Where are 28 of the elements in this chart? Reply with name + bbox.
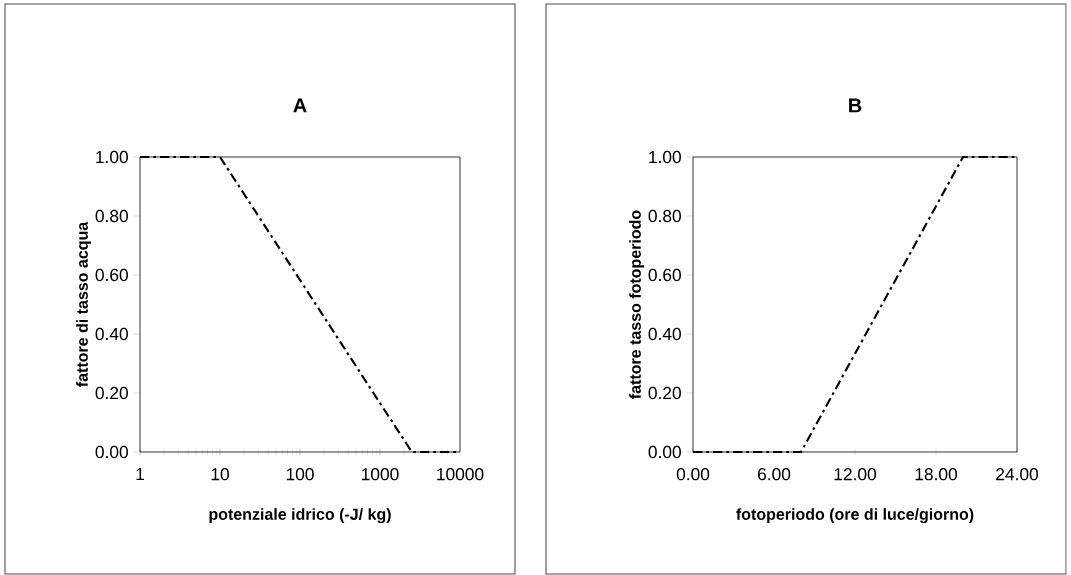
x-tick-label: 10000 xyxy=(437,468,484,481)
y-tick-label: 0.00 xyxy=(648,445,681,459)
y-tick-label: 0.00 xyxy=(95,445,128,459)
y-tick-label: 0.20 xyxy=(95,386,128,400)
x-tick-label: 12.00 xyxy=(834,468,877,481)
x-tick-label: 100 xyxy=(286,468,314,481)
y-axis-title: fattore tasso fotoperiodo xyxy=(629,210,645,399)
y-tick-label: 0.40 xyxy=(648,327,681,341)
y-tick-label: 0.40 xyxy=(95,327,128,341)
x-tick-label: 1000 xyxy=(362,468,399,481)
x-tick-label: 6.00 xyxy=(758,468,791,481)
x-tick-label: 0.00 xyxy=(676,468,710,481)
x-tick-label: 10 xyxy=(211,468,229,481)
y-tick-label: 0.20 xyxy=(648,386,681,400)
x-tick-label: 24.00 xyxy=(996,468,1039,481)
x-axis-title: fotoperiodo (ore di luce/giorno) xyxy=(736,508,974,524)
chart-title: B xyxy=(849,98,862,113)
y-axis-title: fattore di tasso acqua xyxy=(76,221,92,387)
y-tick-label: 0.60 xyxy=(648,268,681,282)
y-tick-label: 1.00 xyxy=(649,150,681,164)
x-axis-title: potenziale idrico (-J/ kg) xyxy=(209,508,391,524)
y-tick-label: 1.00 xyxy=(96,150,128,164)
y-tick-label: 0.80 xyxy=(95,209,128,223)
chart-title: A xyxy=(293,98,307,113)
x-tick-label: 1 xyxy=(136,468,144,480)
x-tick-label: 18.00 xyxy=(915,468,958,481)
y-tick-label: 0.80 xyxy=(648,209,681,223)
y-tick-label: 0.60 xyxy=(95,268,128,282)
